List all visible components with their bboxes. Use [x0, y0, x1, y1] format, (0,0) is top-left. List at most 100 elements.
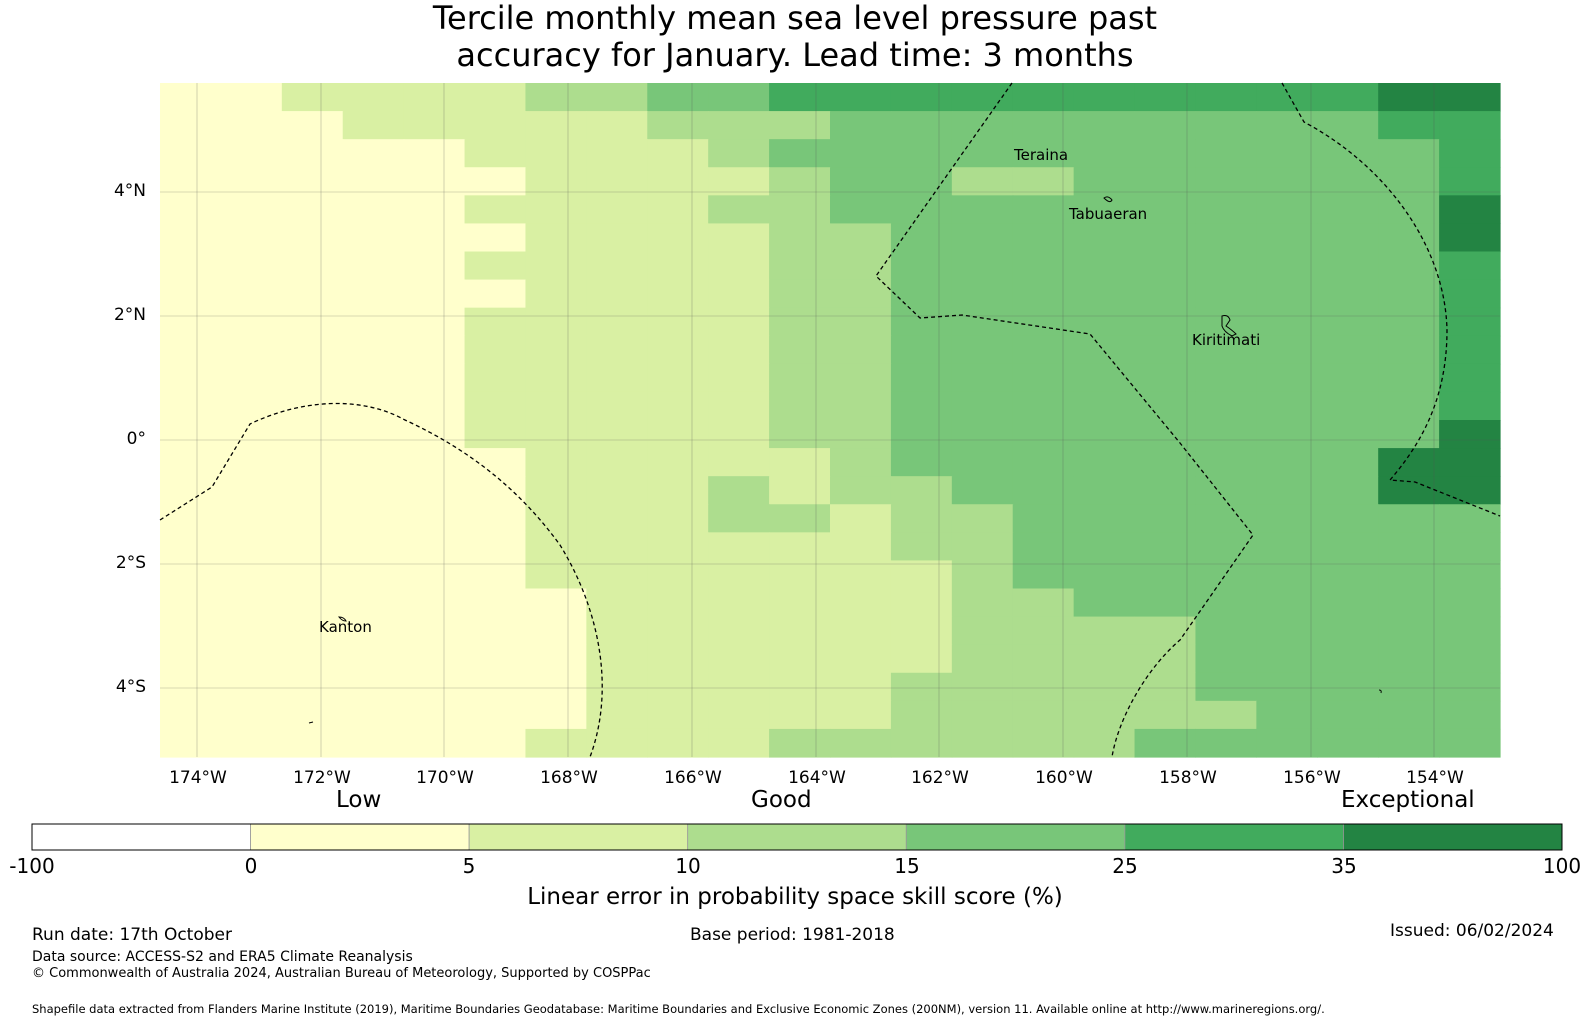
- skill-cell: [890, 420, 953, 449]
- skill-cell: [403, 504, 466, 533]
- skill-cell: [769, 195, 831, 225]
- skill-cell: [1439, 195, 1501, 225]
- skill-cell: [1073, 363, 1136, 393]
- skill-cell: [403, 616, 466, 646]
- skill-cell: [403, 251, 466, 281]
- skill-cell: [1073, 616, 1136, 646]
- skill-cell: [160, 532, 222, 562]
- skill-cell: [403, 335, 466, 365]
- skill-cell: [220, 532, 283, 562]
- skill-cell: [281, 363, 344, 393]
- skill-cell: [1317, 700, 1379, 730]
- skill-cell: [1012, 644, 1075, 674]
- colorbar-tick-minus100: -100: [9, 854, 55, 878]
- skill-cell: [1317, 279, 1379, 309]
- skill-cell: [1378, 532, 1440, 562]
- lon-label-158w: 158°W: [1159, 768, 1217, 788]
- skill-cell: [951, 672, 1014, 702]
- small-island-1: [308, 721, 314, 724]
- skill-cell: [220, 223, 283, 253]
- skill-cell: [342, 448, 405, 477]
- skill-cell: [1195, 532, 1257, 562]
- skill-cell: [1317, 616, 1379, 646]
- skill-cell: [220, 560, 283, 590]
- skill-cell: [830, 588, 892, 618]
- skill-cell: [1439, 728, 1501, 758]
- skill-cell: [769, 307, 831, 337]
- skill-cell: [769, 504, 831, 533]
- skill-cell: [1195, 335, 1257, 365]
- skill-cell: [1439, 363, 1501, 393]
- skill-cell: [1134, 700, 1197, 730]
- skill-cell: [220, 476, 283, 505]
- skill-cell: [342, 111, 405, 140]
- skill-cell: [951, 504, 1014, 533]
- skill-cell: [1073, 448, 1136, 477]
- skill-cell: [403, 700, 466, 730]
- skill-cell: [403, 560, 466, 590]
- skill-cell: [1439, 223, 1501, 253]
- skill-cell: [769, 728, 831, 758]
- skill-cell: [951, 363, 1014, 393]
- skill-cell: [1073, 391, 1136, 421]
- skill-cell: [1134, 616, 1197, 646]
- category-label-low: Low: [336, 787, 382, 813]
- skill-cell: [951, 644, 1014, 674]
- skill-cell: [708, 728, 770, 758]
- skill-cell: [1256, 448, 1318, 477]
- skill-cell: [220, 448, 283, 477]
- skill-cell: [769, 167, 831, 196]
- skill-cell: [342, 700, 405, 730]
- skill-cell: [830, 167, 892, 196]
- skill-cell: [281, 504, 344, 533]
- skill-cell: [342, 307, 405, 337]
- skill-cell: [586, 111, 648, 140]
- skill-cell: [951, 588, 1014, 618]
- skill-cell: [1317, 448, 1379, 477]
- skill-cell: [1378, 644, 1440, 674]
- skill-cell: [586, 644, 648, 674]
- skill-cell: [403, 588, 466, 618]
- skill-cell: [281, 532, 344, 562]
- skill-cell: [951, 616, 1014, 646]
- skill-cell: [951, 307, 1014, 337]
- skill-cell: [1378, 448, 1440, 477]
- colorbar-tick-35: 35: [1331, 854, 1357, 878]
- map-title: Tercile monthly mean sea level pressure …: [0, 0, 1590, 74]
- place-label-kiritimati: Kiritimati: [1192, 331, 1261, 349]
- skill-cell: [1256, 420, 1318, 449]
- kiritimati-island-shape: [1221, 315, 1237, 337]
- skill-cell: [464, 195, 527, 225]
- skill-cell: [708, 111, 770, 140]
- colorbar-tick-25: 25: [1112, 854, 1138, 878]
- skill-cell: [1378, 728, 1440, 758]
- skill-cell: [890, 532, 953, 562]
- skill-cell: [830, 616, 892, 646]
- skill-cell: [586, 307, 648, 337]
- skill-cell: [1134, 532, 1197, 562]
- skill-cell: [525, 616, 587, 646]
- skill-cell: [647, 588, 709, 618]
- skill-cell: [1073, 139, 1136, 168]
- skill-cell: [1012, 335, 1075, 365]
- skill-cell: [1073, 307, 1136, 337]
- skill-cell: [1317, 251, 1379, 281]
- skill-cell: [525, 420, 587, 449]
- skill-cell: [708, 420, 770, 449]
- skill-cell: [220, 644, 283, 674]
- skill-cell: [1317, 476, 1379, 505]
- skill-cell: [890, 363, 953, 393]
- skill-cell: [342, 83, 405, 112]
- skill-cell: [1378, 504, 1440, 533]
- skill-cell: [951, 195, 1014, 225]
- skill-cell: [281, 251, 344, 281]
- skill-cell: [403, 420, 466, 449]
- skill-cell: [647, 476, 709, 505]
- skill-cell: [830, 672, 892, 702]
- skill-cell: [1134, 448, 1197, 477]
- skill-cell: [464, 139, 527, 168]
- skill-cell: [708, 279, 770, 309]
- skill-cell: [525, 363, 587, 393]
- skill-cell: [342, 476, 405, 505]
- skill-cell: [769, 616, 831, 646]
